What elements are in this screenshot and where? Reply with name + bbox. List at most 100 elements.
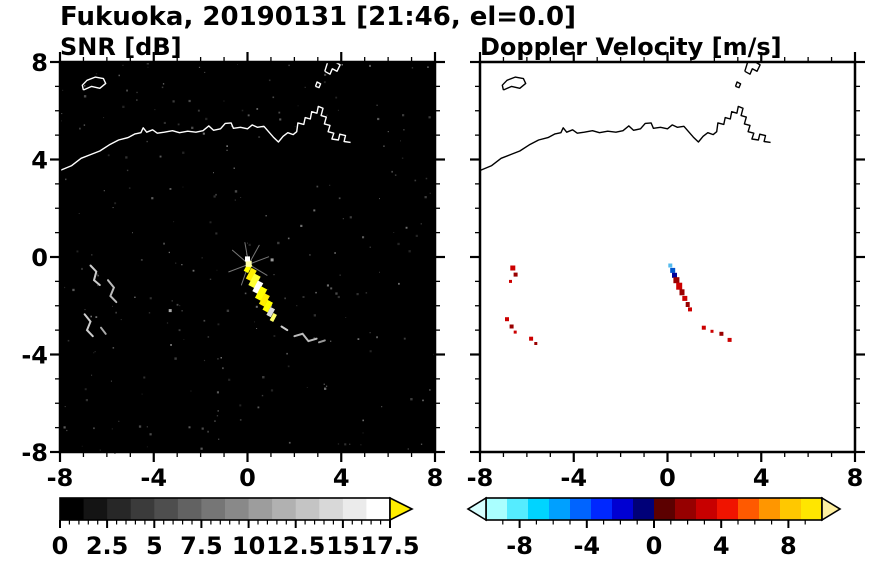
noise-speckle: [344, 443, 347, 446]
noise-speckle: [226, 145, 228, 147]
noise-speckle: [258, 136, 261, 138]
y-tick-label: 4: [31, 147, 48, 175]
noise-speckle: [159, 155, 162, 158]
echo-trace: [89, 264, 101, 286]
noise-speckle: [369, 332, 371, 334]
echo-cell: [668, 263, 673, 268]
x-tick-label: -4: [560, 464, 587, 492]
noise-speckle: [84, 309, 86, 311]
x-tick-label: -8: [47, 464, 74, 492]
noise-speckle: [218, 438, 220, 440]
noise-speckle: [313, 337, 316, 340]
noise-speckle: [284, 297, 286, 300]
noise-speckle: [313, 314, 316, 317]
noise-speckle: [349, 216, 352, 219]
noise-speckle: [118, 420, 120, 422]
noise-speckle: [126, 89, 128, 92]
noise-speckle: [268, 79, 271, 82]
echo-cell: [673, 277, 680, 284]
echo-cell: [252, 280, 264, 294]
noise-speckle: [408, 250, 411, 253]
x-tick-label: 4: [753, 464, 770, 492]
noise-speckle: [429, 192, 431, 194]
noise-speckle: [376, 336, 378, 339]
noise-speckle: [339, 274, 341, 276]
noise-speckle: [111, 428, 113, 430]
noise-speckle: [146, 140, 148, 143]
noise-speckle: [220, 357, 222, 359]
noise-speckle: [362, 236, 365, 239]
noise-speckle: [91, 374, 93, 376]
noise-speckle: [72, 288, 75, 292]
colorbar-segment: [60, 498, 85, 520]
noise-speckle: [288, 64, 290, 67]
noise-speckle: [146, 426, 148, 428]
figure-title: Fukuoka, 20190131 [21:46, el=0.0]: [60, 2, 577, 32]
colorbar-segment: [225, 498, 250, 520]
noise-speckle: [387, 131, 389, 133]
echo-cell: [672, 272, 677, 278]
echo-cell: [509, 279, 512, 283]
noise-speckle: [247, 114, 250, 117]
noise-speckle: [122, 105, 125, 108]
colorbar-segment: [248, 498, 273, 520]
noise-speckle: [244, 292, 247, 295]
noise-speckle: [136, 91, 138, 94]
noise-speckle: [182, 151, 185, 154]
colorbar-tick-label: 10: [232, 532, 265, 560]
noise-speckle: [84, 85, 86, 87]
echo-cell: [534, 342, 538, 345]
noise-speckle: [306, 387, 308, 388]
noise-speckle: [183, 339, 185, 340]
colorbar-tick-label: 2.5: [86, 532, 129, 560]
noise-speckle: [420, 223, 422, 225]
x-tick-label: 0: [239, 464, 256, 492]
noise-speckle: [190, 390, 192, 392]
noise-speckle: [192, 269, 195, 272]
noise-speckle: [296, 305, 298, 307]
noise-speckle: [270, 389, 274, 392]
noise-speckle: [337, 295, 340, 299]
noise-speckle: [151, 197, 154, 200]
colorbar-segment: [675, 498, 697, 520]
noise-speckle: [326, 114, 328, 116]
noise-speckle: [262, 126, 264, 129]
noise-speckle: [170, 344, 172, 346]
noise-speckle: [107, 154, 110, 157]
noise-speckle: [272, 96, 275, 99]
noise-speckle: [84, 388, 87, 391]
noise-speckle: [362, 432, 364, 434]
noise-speckle: [103, 190, 105, 192]
colorbar-segment: [272, 498, 297, 520]
colorbar-tick-label: -4: [573, 532, 600, 560]
noise-speckle: [313, 209, 316, 212]
colorbar-segment: [801, 498, 823, 520]
noise-speckle: [112, 207, 114, 209]
colorbar-segment: [717, 498, 739, 520]
echo-cell: [266, 306, 276, 318]
echo-cell: [710, 329, 714, 333]
noise-speckle: [132, 232, 133, 234]
noise-speckle: [97, 284, 99, 287]
noise-speckle: [240, 197, 242, 198]
noise-speckle: [78, 213, 80, 214]
noise-speckle: [241, 109, 244, 112]
noise-speckle: [181, 310, 183, 312]
coastline: [59, 105, 351, 172]
colorbar-tick-label: 8: [780, 532, 797, 560]
noise-speckle: [126, 169, 129, 172]
colorbar-tick-label: 5: [146, 532, 163, 560]
noise-speckle: [95, 73, 98, 75]
noise-speckle: [429, 389, 431, 391]
noise-speckle: [217, 410, 219, 412]
noise-speckle: [64, 286, 66, 289]
colorbar-segment: [83, 498, 108, 520]
echo-cell: [509, 324, 514, 329]
noise-speckle: [338, 197, 341, 200]
snr-panel-title: SNR [dB]: [60, 33, 182, 61]
noise-speckle: [345, 317, 347, 318]
noise-speckle: [169, 188, 172, 190]
noise-speckle: [294, 126, 296, 127]
noise-speckle: [162, 83, 165, 85]
noise-speckle: [226, 309, 230, 312]
